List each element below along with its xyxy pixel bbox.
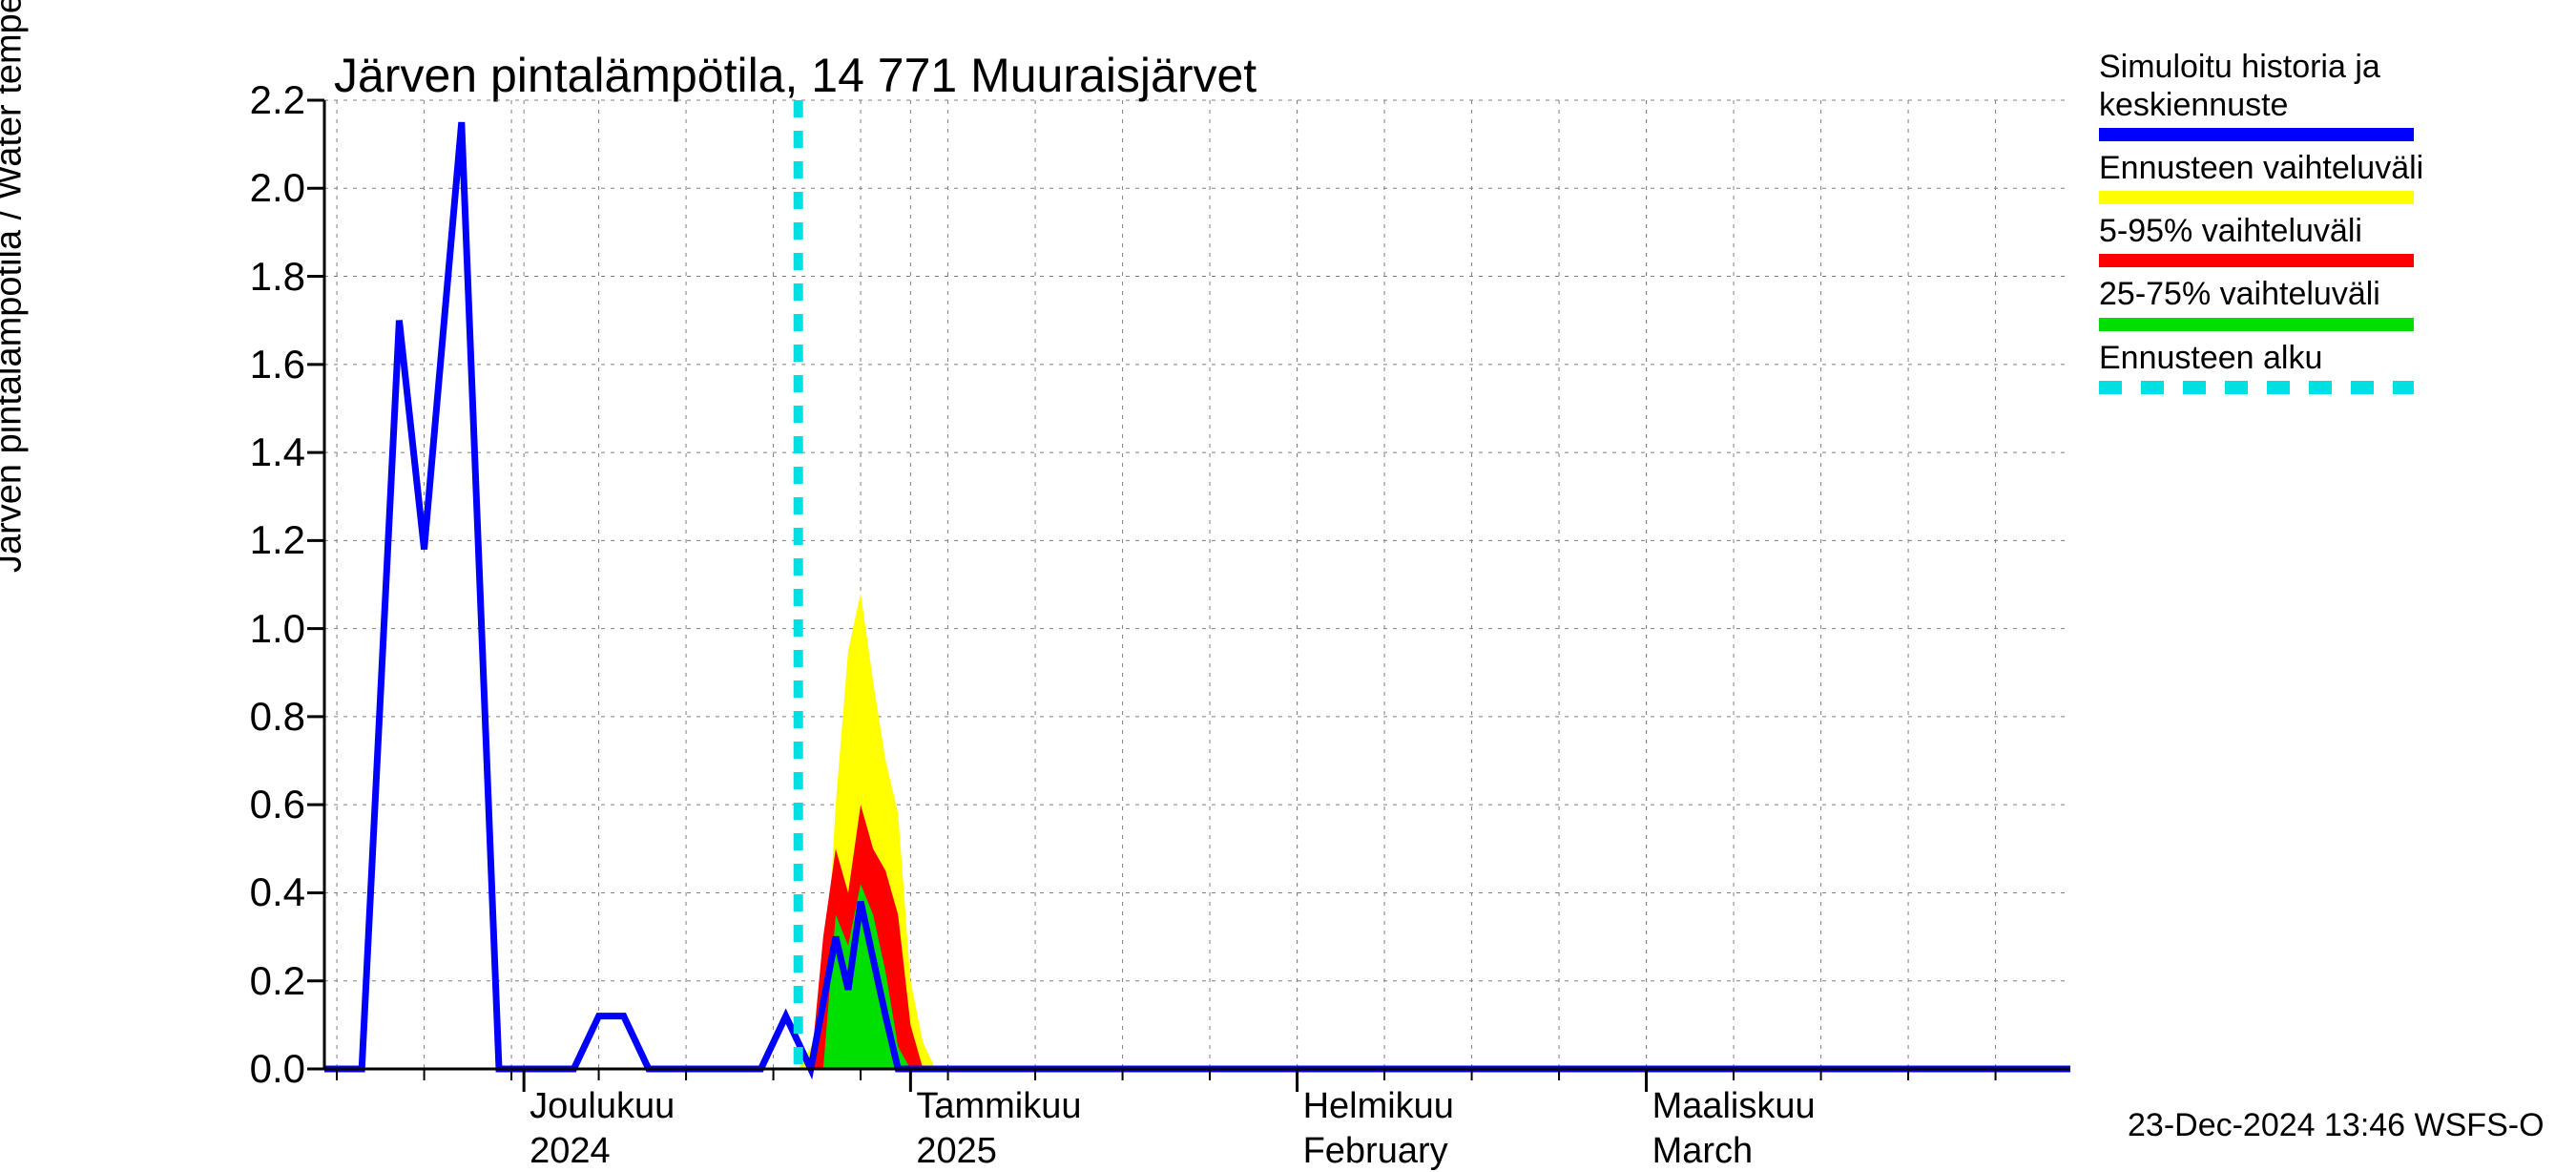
y-tick-label: 1.2 <box>191 517 305 563</box>
y-tick-label: 0.4 <box>191 869 305 915</box>
chart-plot-area <box>324 100 2070 1069</box>
legend-label: Ennusteen vaihteluväli <box>2099 149 2557 187</box>
x-tick-month-label: Helmikuu <box>1303 1086 1454 1127</box>
legend-entry: Simuloitu historia ja keskiennuste <box>2099 48 2557 141</box>
legend-entry: 25-75% vaihteluväli <box>2099 275 2557 330</box>
legend-swatch <box>2099 381 2414 394</box>
y-tick-label: 1.0 <box>191 606 305 652</box>
footer-timestamp: 23-Dec-2024 13:46 WSFS-O <box>2128 1107 2545 1144</box>
x-tick-month-label: Tammikuu <box>916 1086 1081 1127</box>
y-tick-label: 0.0 <box>191 1046 305 1092</box>
legend-label: 5-95% vaihteluväli <box>2099 212 2557 250</box>
y-tick-label: 0.2 <box>191 958 305 1004</box>
y-tick-label: 2.0 <box>191 165 305 211</box>
chart-title: Järven pintalämpötila, 14 771 Muuraisjär… <box>334 48 1257 103</box>
x-tick-year-label: 2024 <box>530 1131 611 1172</box>
x-tick-year-label: 2025 <box>916 1131 997 1172</box>
legend-swatch <box>2099 318 2414 331</box>
y-tick-label: 1.4 <box>191 429 305 475</box>
legend-label: Ennusteen alku <box>2099 339 2557 377</box>
legend: Simuloitu historia ja keskiennuste Ennust… <box>2099 48 2557 402</box>
y-tick-label: 2.2 <box>191 77 305 123</box>
x-tick-year-label: February <box>1303 1131 1448 1172</box>
y-tick-label: 0.6 <box>191 782 305 827</box>
x-tick-month-label: Joulukuu <box>530 1086 675 1127</box>
y-tick-label: 0.8 <box>191 694 305 740</box>
legend-entry: 5-95% vaihteluväli <box>2099 212 2557 267</box>
legend-swatch <box>2099 191 2414 204</box>
legend-label: Simuloitu historia ja keskiennuste <box>2099 48 2557 124</box>
y-axis-label: Järven pintalämpötila / Water temperatur… <box>0 0 31 573</box>
x-tick-year-label: March <box>1652 1131 1754 1172</box>
y-tick-label: 1.6 <box>191 342 305 387</box>
legend-entry: Ennusteen alku <box>2099 339 2557 394</box>
legend-entry: Ennusteen vaihteluväli <box>2099 149 2557 204</box>
y-tick-label: 1.8 <box>191 254 305 300</box>
legend-swatch <box>2099 128 2414 141</box>
legend-swatch <box>2099 254 2414 267</box>
x-tick-month-label: Maaliskuu <box>1652 1086 1816 1127</box>
legend-label: 25-75% vaihteluväli <box>2099 275 2557 313</box>
